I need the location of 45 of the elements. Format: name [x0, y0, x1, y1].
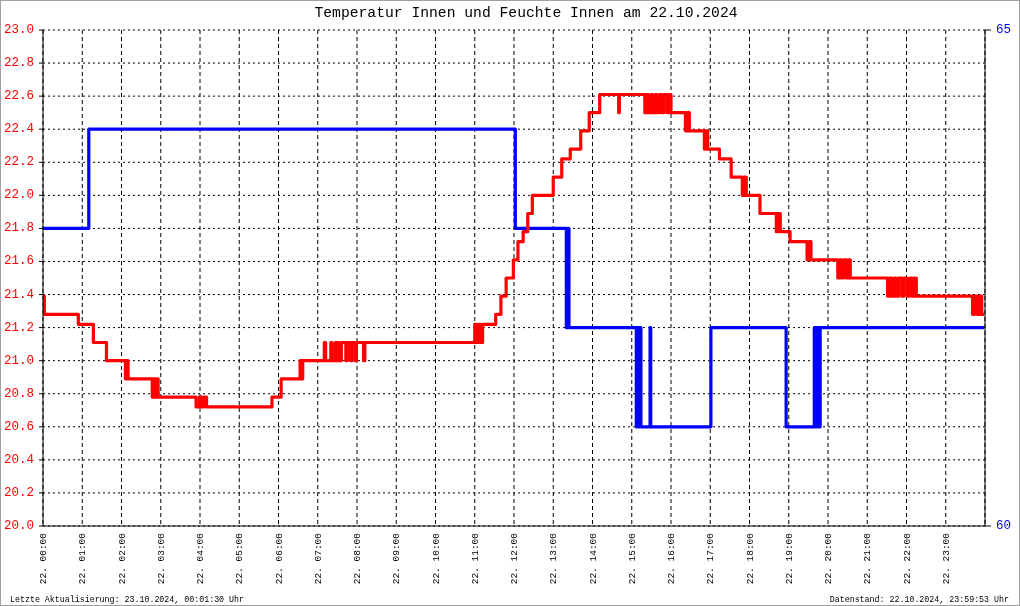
x-tick-label: 22. 13:00	[547, 532, 559, 585]
y-tick-label: 21.6	[3, 254, 34, 269]
x-tick-label: 22. 11:00	[469, 532, 481, 585]
x-tick-label: 22. 18:00	[744, 532, 755, 585]
y-tick-label: 23.0	[3, 23, 34, 37]
x-tick-label: 22. 23:00	[940, 532, 952, 585]
x-tick-label: 22. 15:00	[626, 532, 638, 585]
x-tick-label: 22. 08:00	[351, 532, 363, 585]
text: Letzte Aktualisierung: 23.10.2024, 00:01:30 Uhr	[10, 595, 245, 604]
x-tick-label: 22. 16:00	[665, 532, 677, 585]
y-tick-label: 20.6	[3, 419, 34, 434]
x-tick-label: 22. 22:00	[901, 532, 912, 585]
x-tick-label: 22. 10:00	[430, 532, 441, 585]
x-tick-label: 22. 20:00	[822, 532, 834, 585]
x-tick-label: 22. 21:00	[861, 532, 873, 585]
y-tick-label: 21.4	[3, 287, 34, 302]
y2-tick-label: 60	[996, 519, 1012, 533]
y-tick-label: 22.8	[3, 56, 34, 71]
x-tick-label: 22. 01:00	[76, 532, 88, 585]
y-tick-label: 22.6	[3, 89, 34, 104]
chart-title: Temperatur Innen und Feuchte Innen am 22.10.2024	[314, 5, 738, 21]
y2-tick-label: 65	[996, 23, 1012, 37]
y-tick-label: 22.0	[3, 188, 34, 203]
x-tick-label: 22. 06:00	[273, 532, 284, 585]
y-tick-label: 20.8	[3, 386, 34, 401]
y-tick-label: 20.4	[3, 452, 34, 467]
y-tick-label: 21.2	[3, 320, 34, 335]
x-tick-label: 22. 17:00	[704, 532, 716, 585]
x-tick-label: 22. 07:00	[312, 532, 324, 585]
x-tick-label: 22. 00:00	[37, 532, 49, 585]
y-tick-label: 22.2	[3, 155, 34, 170]
x-tick-label: 22. 14:00	[587, 532, 598, 585]
x-tick-label: 22. 02:00	[116, 532, 127, 585]
x-tick-label: 22. 09:00	[390, 532, 402, 585]
y-tick-label: 20.0	[3, 519, 34, 533]
y-tick-label: 22.4	[3, 122, 34, 137]
x-tick-label: 22. 04:00	[194, 532, 206, 585]
x-tick-label: 22. 05:00	[233, 532, 245, 585]
y-tick-label: 20.2	[3, 485, 34, 500]
y-tick-label: 21.8	[3, 221, 34, 236]
x-tick-label: 22. 03:00	[155, 532, 167, 585]
y-tick-label: 21.0	[3, 353, 34, 368]
text: Datenstand: 22.10.2024, 23:59:53 Uhr	[829, 595, 1009, 604]
x-tick-label: 22. 12:00	[508, 532, 520, 585]
x-tick-label: 22. 19:00	[783, 532, 795, 585]
